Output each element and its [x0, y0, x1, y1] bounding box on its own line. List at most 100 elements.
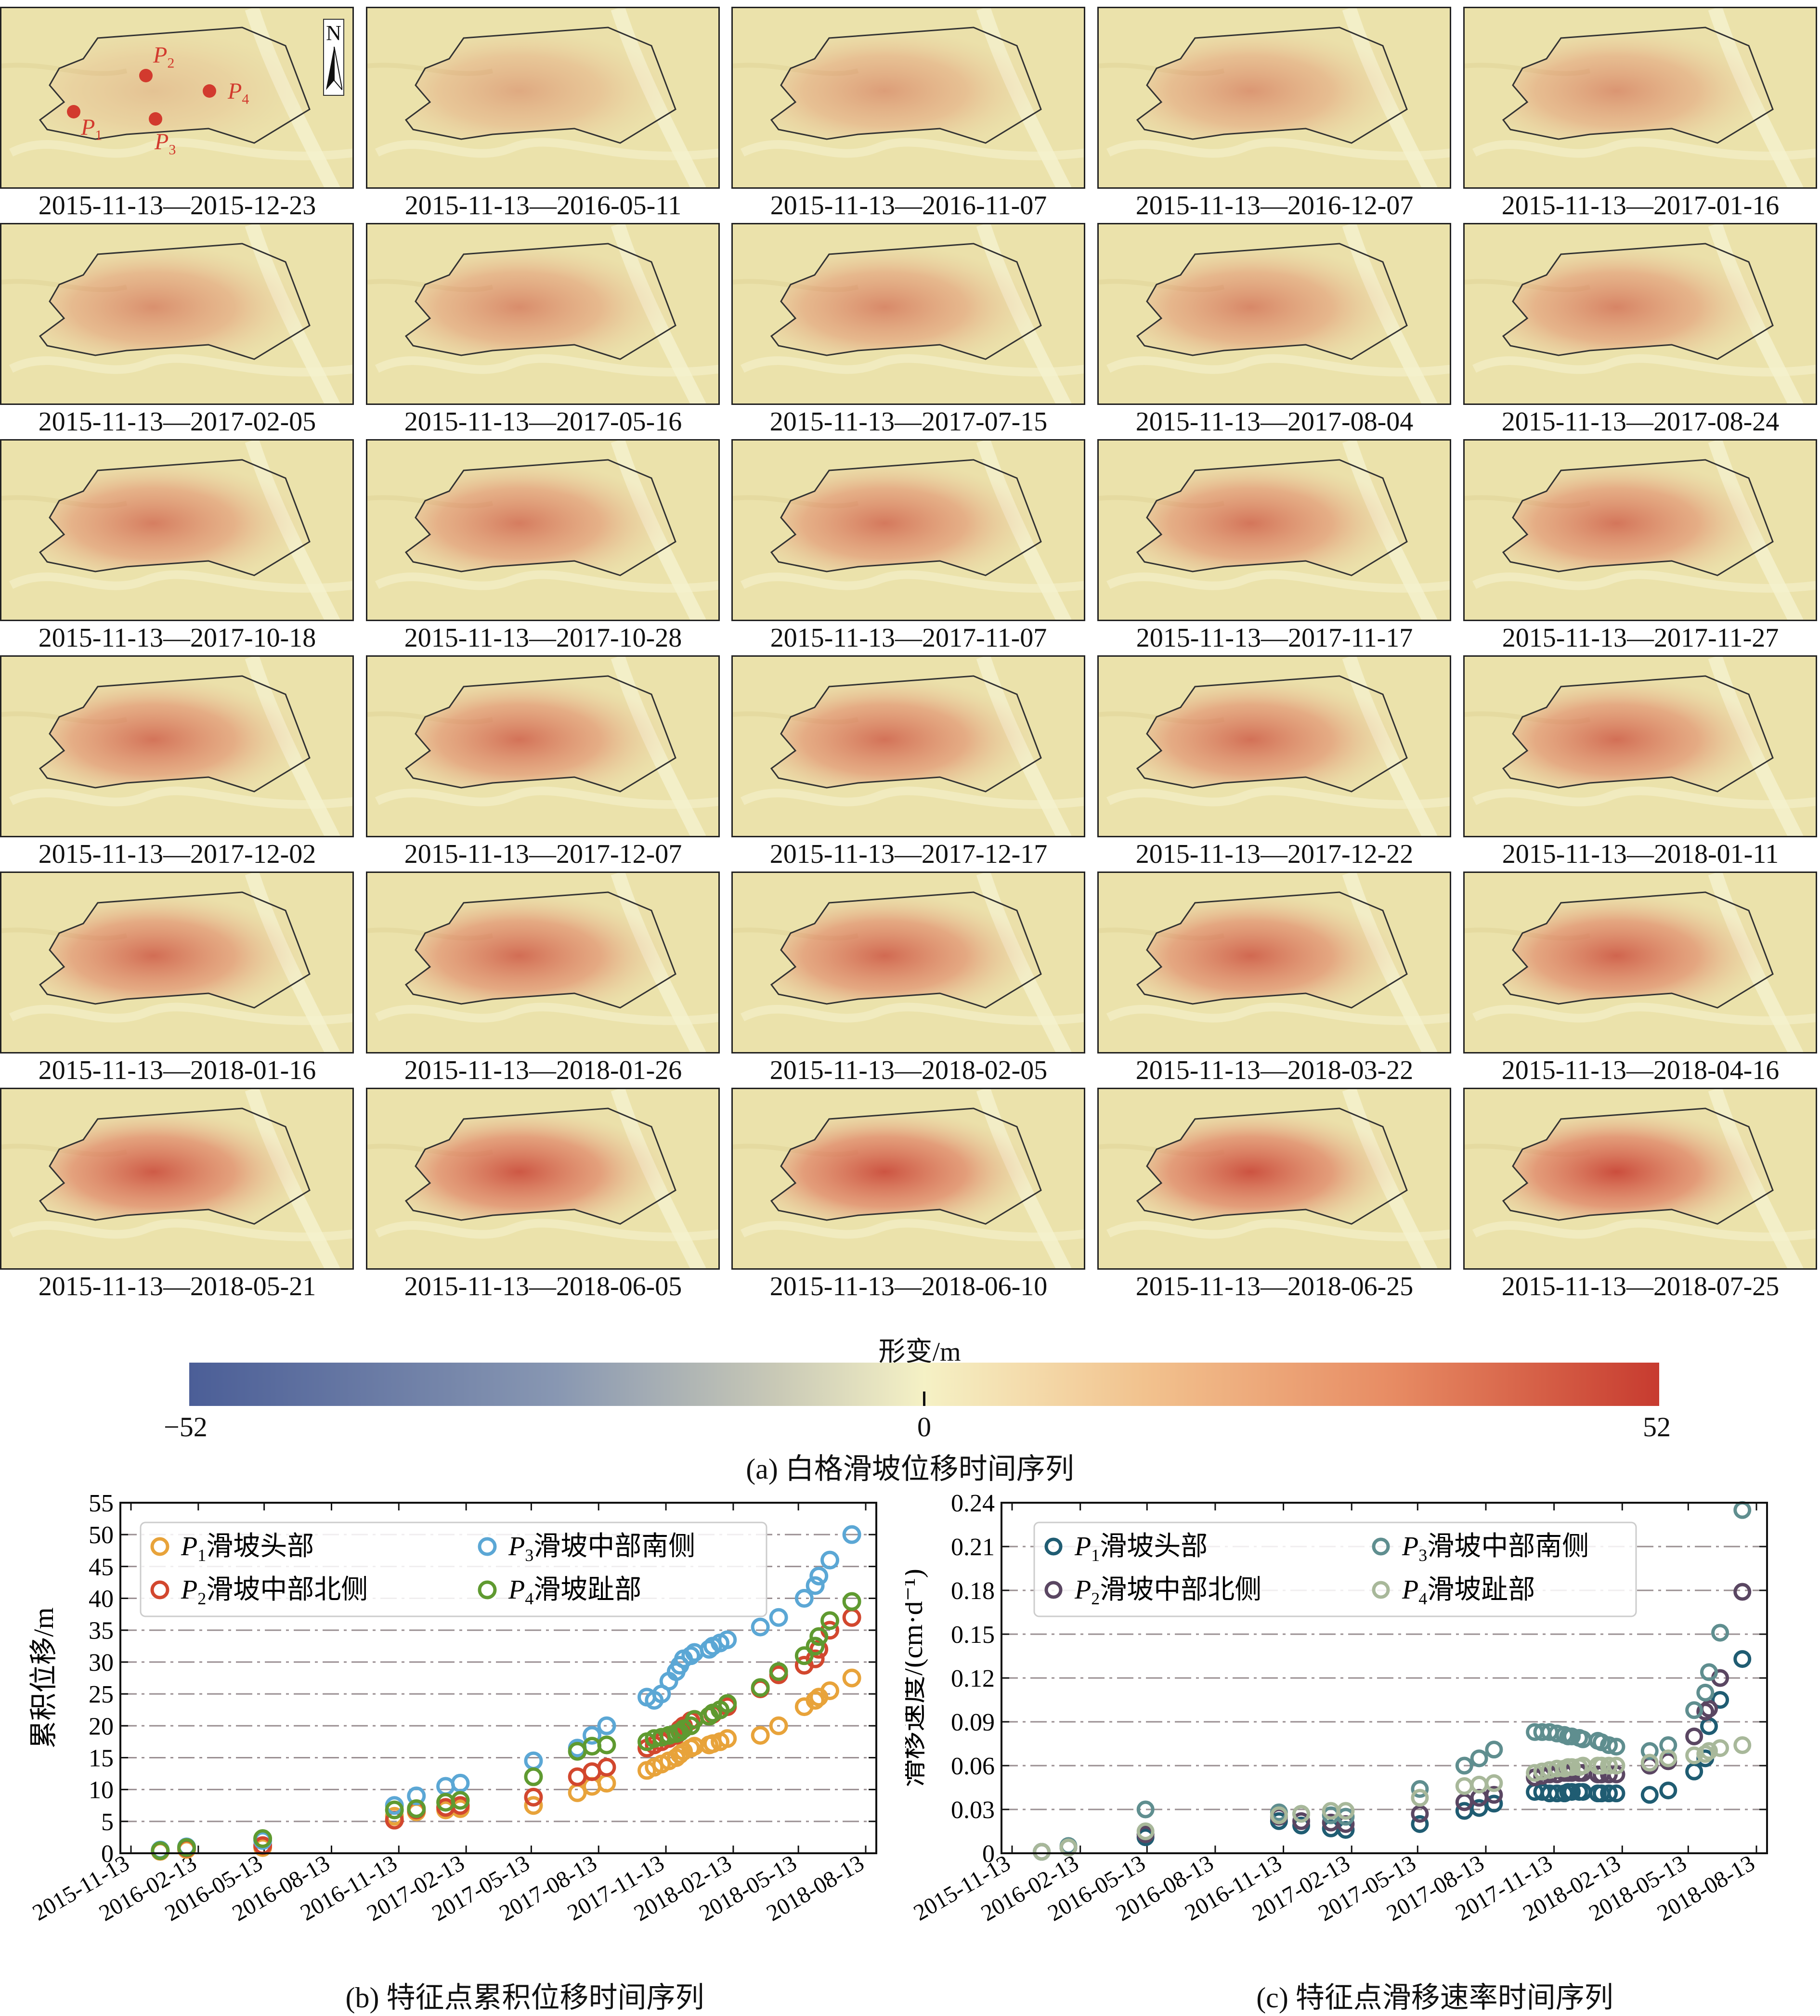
deformation-area: [406, 676, 676, 792]
landslide-boundary: [39, 243, 311, 360]
data-point: [1659, 1782, 1677, 1800]
map-date-label: 2015-11-13—2018-03-22: [1135, 1055, 1414, 1085]
caption-c: (c) 特征点滑移速率时间序列: [1256, 1982, 1613, 2014]
map-date-label: 2015-11-13—2018-01-11: [1502, 839, 1779, 869]
map-panel: [366, 7, 720, 189]
landslide-boundary: [1136, 891, 1408, 1009]
landslide-boundary: [1136, 459, 1408, 576]
landslide-boundary: [770, 459, 1042, 576]
data-point: [1292, 1805, 1311, 1823]
deformation-area: [1137, 244, 1407, 359]
data-point: [597, 1735, 616, 1755]
deformation-area: [40, 892, 310, 1008]
landslide-boundary: [39, 675, 311, 793]
feature-point-label: P2: [153, 42, 175, 71]
map-date-label: 2015-11-13—2017-11-07: [770, 623, 1047, 653]
data-point: [1136, 1800, 1155, 1819]
map-panel: [1097, 223, 1451, 405]
deformation-area: [1137, 676, 1407, 792]
data-point: [769, 1716, 788, 1735]
map-date-label: 2015-11-13—2016-11-07: [770, 191, 1047, 221]
deformation-area: [406, 892, 676, 1008]
data-point: [1711, 1691, 1729, 1709]
data-point: [407, 1786, 426, 1806]
landslide-boundary: [404, 891, 676, 1009]
y-tick-label: 0.18: [951, 1577, 995, 1605]
legend-label: P4滑坡趾部: [508, 1575, 641, 1608]
data-point: [1711, 1624, 1729, 1642]
legend-label: P3滑坡中部南侧: [508, 1532, 695, 1565]
landslide-boundary: [1502, 1107, 1774, 1225]
y-tick-label: 0.09: [951, 1709, 995, 1736]
feature-point-label: P4: [228, 78, 249, 107]
landslide-boundary: [404, 675, 676, 793]
map-panel: [0, 871, 354, 1054]
y-tick-label: 5: [101, 1808, 114, 1836]
data-point: [597, 1757, 616, 1777]
map-panel: [1463, 7, 1817, 189]
deformation-area: [406, 244, 676, 359]
legend-marker: [1044, 1581, 1063, 1599]
colorbar-mid-label: 0: [917, 1411, 931, 1443]
y-tick-label: 0.12: [951, 1665, 995, 1692]
deformation-area: [1503, 244, 1773, 359]
deformation-area: [771, 676, 1041, 792]
data-point: [1270, 1806, 1288, 1824]
data-point: [820, 1611, 840, 1630]
map-panel: [0, 655, 354, 837]
data-point: [806, 1691, 825, 1710]
data-point: [809, 1639, 829, 1659]
data-point: [1455, 1777, 1473, 1795]
landslide-boundary: [1502, 891, 1774, 1009]
feature-point-4: [203, 84, 216, 98]
north-arrow-icon: N: [323, 19, 344, 96]
data-point: [177, 1838, 196, 1857]
data-point: [751, 1726, 770, 1745]
data-point: [1033, 1843, 1051, 1861]
landslide-boundary: [770, 243, 1042, 360]
map-panel: [366, 655, 720, 837]
map-date-label: 2015-11-13—2018-06-25: [1135, 1272, 1414, 1301]
data-point: [1337, 1802, 1355, 1820]
y-tick-label: 55: [89, 1490, 114, 1517]
landslide-boundary: [39, 1107, 311, 1225]
legend: P1滑坡头部 P2滑坡中部北侧 P3滑坡中部南侧 P4滑坡趾部: [140, 1522, 767, 1617]
data-point: [1485, 1786, 1503, 1804]
map-date-label: 2015-11-13—2017-12-07: [404, 839, 682, 869]
landslide-boundary: [39, 26, 311, 144]
data-point: [1685, 1762, 1703, 1781]
map-panel: [1097, 439, 1451, 621]
colorbar-title: 形变/m: [878, 1337, 961, 1367]
data-point: [842, 1592, 861, 1611]
y-tick-label: 0.03: [951, 1796, 995, 1824]
feature-point-2: [139, 69, 153, 82]
map-date-label: 2015-11-13—2017-08-04: [1135, 407, 1414, 437]
legend-marker: [1372, 1581, 1390, 1599]
landslide-boundary: [1502, 459, 1774, 576]
legend-marker: [150, 1580, 169, 1600]
map-date-label: 2015-11-13—2017-12-22: [1135, 839, 1414, 869]
data-point: [1563, 1727, 1581, 1745]
series: [151, 1592, 861, 1860]
data-point: [151, 1841, 170, 1860]
legend-label: P1滑坡头部: [1074, 1532, 1208, 1565]
data-point: [842, 1525, 861, 1544]
data-point: [1563, 1783, 1581, 1801]
legend-marker: [1372, 1537, 1390, 1556]
data-point: [1563, 1758, 1581, 1776]
map-panel: [366, 1088, 720, 1270]
y-tick-label: 0.24: [951, 1490, 995, 1517]
map-date-label: 2015-11-13—2017-10-18: [38, 623, 316, 653]
data-point: [1059, 1838, 1078, 1857]
north-label: N: [326, 21, 341, 45]
data-point: [1711, 1739, 1729, 1757]
deformation-area: [406, 27, 676, 143]
data-point: [1136, 1822, 1155, 1840]
map-date-label: 2015-11-13—2017-11-27: [1502, 623, 1779, 653]
y-tick-label: 0.06: [951, 1753, 995, 1780]
data-point: [809, 1627, 829, 1646]
data-point: [1337, 1808, 1355, 1826]
data-point: [842, 1668, 861, 1688]
map-panel: [0, 1088, 354, 1270]
data-point: [597, 1716, 616, 1735]
